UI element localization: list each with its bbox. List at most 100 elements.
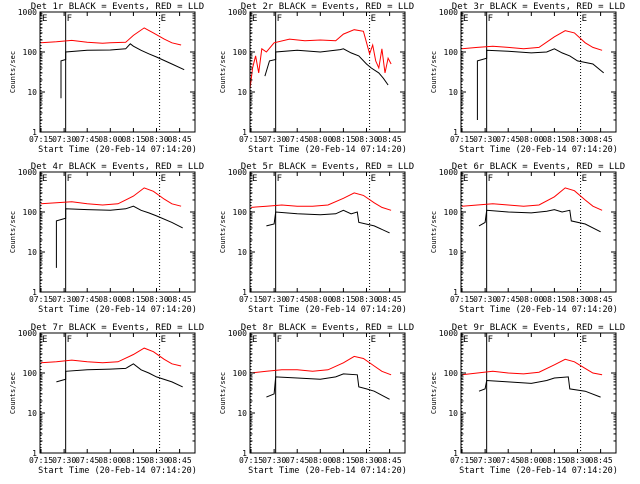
y-tick-label: 10 [27, 88, 37, 97]
y-tick-label: 10 [448, 88, 458, 97]
x-axis-label: Start Time (20-Feb-14 07:14:20) [248, 145, 407, 155]
x-tick-label: 07:15 [239, 456, 263, 465]
marker-label: F [488, 14, 493, 24]
y-tick-label: 1 [32, 128, 37, 137]
x-tick-label: 08:15 [331, 456, 355, 465]
x-tick-label: 07:45 [496, 456, 520, 465]
y-tick-label: 100 [23, 48, 38, 57]
x-tick-label: 08:45 [168, 295, 192, 304]
y-axis-label: Counts/sec [430, 211, 438, 253]
y-tick-label: 100 [233, 369, 248, 378]
x-axis-label: Start Time (20-Feb-14 07:14:20) [38, 466, 197, 476]
marker-label: E [42, 174, 47, 184]
x-tick-label: 07:45 [75, 135, 99, 144]
x-tick-label: 07:15 [29, 295, 53, 304]
y-axis-label: Counts/sec [9, 211, 17, 253]
plot-frame [460, 332, 617, 454]
y-axis-label: Counts/sec [219, 51, 227, 93]
x-tick-label: 07:30 [52, 295, 76, 304]
panel-title: Det 4r BLACK = Events, RED = LLD [31, 162, 204, 172]
x-tick-label: 08:30 [565, 135, 589, 144]
x-tick-label: 07:30 [473, 456, 497, 465]
y-tick-label: 100 [233, 48, 248, 57]
lld-series-line [40, 27, 182, 46]
y-tick-label: 1 [32, 449, 37, 458]
y-tick-label: 1 [32, 288, 37, 297]
x-tick-label: 07:45 [285, 135, 309, 144]
y-tick-label: 1000 [18, 329, 37, 338]
y-tick-label: 10 [237, 248, 247, 257]
x-tick-label: 08:00 [308, 456, 332, 465]
x-tick-label: 08:30 [565, 456, 589, 465]
marker-label: E [371, 14, 376, 24]
y-axis-label: Counts/sec [219, 211, 227, 253]
x-axis-label: Start Time (20-Feb-14 07:14:20) [248, 466, 407, 476]
events-series-line [476, 48, 605, 120]
panel-det-8: Det 8r BLACK = Events, RED = LLD E F E 1 10 10… [219, 323, 414, 476]
x-tick-label: 07:45 [285, 295, 309, 304]
x-tick-label: 08:45 [378, 295, 402, 304]
panel-det-9: Det 9r BLACK = Events, RED = LLD E F E 1 10 10… [430, 323, 625, 476]
x-tick-label: 08:00 [308, 135, 332, 144]
x-tick-label: 08:15 [331, 135, 355, 144]
panel-det-2: Det 2r BLACK = Events, RED = LLD E F E 1 10 10… [219, 2, 414, 155]
x-tick-label: 07:45 [496, 295, 520, 304]
lld-series-line [461, 187, 603, 211]
lld-series-line [40, 187, 182, 207]
marker-label: E [371, 174, 376, 184]
y-tick-label: 100 [23, 369, 38, 378]
x-tick-label: 07:30 [473, 295, 497, 304]
x-tick-label: 08:00 [98, 295, 122, 304]
x-tick-label: 07:30 [52, 456, 76, 465]
x-tick-label: 08:15 [542, 456, 566, 465]
x-axis-label: Start Time (20-Feb-14 07:14:20) [459, 305, 618, 315]
plot-frame [39, 332, 196, 454]
lld-series-line [250, 192, 392, 211]
y-tick-label: 10 [27, 409, 37, 418]
marker-label: E [252, 174, 257, 184]
x-tick-label: 07:45 [496, 135, 520, 144]
y-tick-label: 1 [453, 128, 458, 137]
x-tick-label: 08:30 [144, 456, 168, 465]
plot-frame [249, 171, 406, 293]
x-axis-label: Start Time (20-Feb-14 07:14:20) [459, 466, 618, 476]
panel-title: Det 3r BLACK = Events, RED = LLD [452, 2, 625, 12]
y-tick-label: 1000 [18, 168, 37, 177]
lld-series-line [461, 358, 603, 376]
marker-label: F [488, 335, 493, 345]
x-tick-label: 08:00 [519, 456, 543, 465]
x-tick-label: 08:00 [519, 295, 543, 304]
x-tick-label: 08:30 [354, 295, 378, 304]
y-tick-label: 100 [444, 369, 459, 378]
marker-label: E [463, 335, 468, 345]
x-tick-label: 07:30 [262, 135, 286, 144]
lld-series-line [461, 30, 603, 51]
events-series-line [55, 205, 183, 268]
y-tick-label: 1000 [439, 8, 458, 17]
panel-title: Det 2r BLACK = Events, RED = LLD [241, 2, 414, 12]
x-tick-label: 07:15 [239, 295, 263, 304]
x-axis-label: Start Time (20-Feb-14 07:14:20) [459, 145, 618, 155]
y-axis-label: Counts/sec [430, 51, 438, 93]
x-tick-label: 08:30 [144, 135, 168, 144]
x-tick-label: 08:45 [589, 295, 613, 304]
events-series-line [266, 373, 390, 400]
plot-frame [39, 171, 196, 293]
panel-title: Det 9r BLACK = Events, RED = LLD [452, 323, 625, 333]
x-tick-label: 07:15 [450, 456, 474, 465]
x-axis-label: Start Time (20-Feb-14 07:14:20) [38, 145, 197, 155]
lld-series-line [40, 347, 182, 367]
x-axis-label: Start Time (20-Feb-14 07:14:20) [38, 305, 197, 315]
y-tick-label: 10 [27, 248, 37, 257]
y-tick-label: 1 [242, 288, 247, 297]
events-series-line [478, 209, 601, 233]
y-tick-label: 100 [233, 208, 248, 217]
marker-label: E [582, 174, 587, 184]
x-tick-label: 07:15 [450, 135, 474, 144]
x-tick-label: 08:45 [589, 456, 613, 465]
x-tick-label: 08:15 [542, 135, 566, 144]
x-tick-label: 07:15 [450, 295, 474, 304]
y-tick-label: 1 [453, 288, 458, 297]
panel-det-4: Det 4r BLACK = Events, RED = LLD E F E 1 10 10… [9, 162, 204, 315]
